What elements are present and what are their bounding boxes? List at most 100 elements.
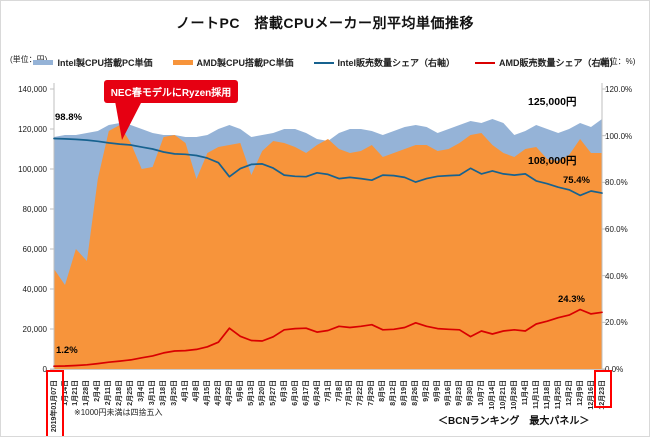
x-axis-label-text: 6月10日	[291, 380, 299, 406]
x-axis-label-text: 7月8日	[335, 380, 343, 402]
x-axis-label-text: 8月12日	[390, 380, 398, 406]
x-axis-label: 7月1日	[324, 373, 334, 436]
legend-item: Intel販売数量シェア（右軸）	[313, 56, 455, 69]
x-axis-label-text: 10月14日	[488, 380, 496, 410]
x-axis-label: 1月28日	[82, 373, 92, 436]
y-right-tick-label: 40.0%	[605, 272, 628, 281]
x-axis-label: 2月11日	[104, 373, 114, 436]
x-axis-label: 4月15日	[203, 373, 213, 436]
x-axis-label-text: 9月30日	[467, 380, 474, 406]
x-axis-label-text: 11月25日	[554, 380, 562, 410]
x-axis-label-text: 10月28日	[510, 380, 518, 410]
x-axis-label: 7月8日	[335, 373, 345, 436]
x-axis-label: 5月20日	[258, 373, 268, 436]
y-right-tick-label: 120.0%	[605, 85, 633, 94]
x-axis-label-text: 11月4日	[521, 380, 529, 406]
x-axis-label-text: 10月7日	[477, 380, 485, 406]
x-axis-label: 6月10日	[291, 373, 301, 436]
annotation-amd-share-end: 24.3%	[558, 294, 585, 305]
legend-item: Intel製CPU搭載PC単価	[33, 56, 153, 69]
x-axis-label: 5月13日	[247, 373, 257, 436]
x-axis-label-text: 9月23日	[456, 380, 463, 406]
x-axis-label: 4月1日	[181, 373, 191, 436]
y-left-tick-label: 100,000	[18, 165, 47, 174]
x-axis-label: 9月23日	[455, 373, 465, 436]
y-left-tick-label: 120,000	[18, 125, 47, 134]
chart-title: ノートPC 搭載CPUメーカー別平均単価推移	[175, 15, 474, 31]
y-left-tick-label: 80,000	[22, 205, 47, 214]
x-axis-label-text: 2月4日	[94, 380, 102, 402]
x-axis-label: 10月21日	[499, 373, 509, 436]
legend-item: AMD製CPU搭載PC単価	[172, 56, 294, 69]
x-axis-label-text: 3月25日	[171, 380, 179, 406]
x-axis-label-text: 3月18日	[160, 380, 168, 406]
x-axis-label: 10月14日	[488, 373, 498, 436]
x-axis-label: 5月6日	[236, 373, 246, 436]
y-left-tick-label: 40,000	[22, 285, 47, 294]
x-axis-label: 7月22日	[356, 373, 366, 436]
x-axis-label-text: 9月9日	[434, 380, 442, 402]
x-axis-label-text: 6月3日	[280, 380, 288, 402]
x-axis-label-text: 5月27日	[269, 380, 277, 406]
x-axis-label: 5月27日	[269, 373, 279, 436]
x-axis-label-text: 7月29日	[368, 380, 376, 406]
x-axis-label-text: 11月11日	[532, 380, 540, 409]
x-axis-label: 3月18日	[159, 373, 169, 436]
legend-item: AMD販売数量シェア（右軸）	[475, 56, 619, 69]
x-axis-label-text: 8月26日	[412, 380, 420, 406]
y-left-tick-label: 20,000	[22, 325, 47, 334]
highlight-box-last-date	[594, 370, 612, 408]
annotation-amd-price-end: 108,000円	[528, 155, 577, 167]
x-axis-label-text: 10月21日	[499, 380, 507, 410]
x-axis-label: 9月2日	[422, 373, 432, 436]
x-axis-label-text: 5月6日	[236, 380, 244, 402]
x-axis-label-text: 7月1日	[324, 380, 332, 402]
source-bcn-ranking: ＜BCNランキング 最大パネル＞	[438, 416, 590, 427]
legend-swatch-line	[475, 61, 496, 64]
legend-swatch-line	[313, 61, 334, 64]
x-axis-label-text: 3月11日	[149, 380, 157, 406]
highlight-box-first-date	[46, 370, 64, 436]
x-axis-label-text: 5月13日	[247, 380, 255, 406]
y-right-tick-label: 60.0%	[605, 225, 628, 234]
x-axis-label: 3月11日	[148, 373, 158, 436]
left-axis-unit-label: (単位：円)	[10, 55, 48, 64]
x-axis-label-text: 4月8日	[193, 380, 200, 402]
x-axis-label: 7月15日	[345, 373, 355, 436]
x-axis-label-text: 7月15日	[346, 380, 354, 406]
x-axis-label-text: 7月22日	[357, 380, 365, 406]
x-axis-label: 4月8日	[192, 373, 202, 436]
x-axis-label-text: 9月2日	[423, 380, 431, 402]
x-axis-label: 9月9日	[433, 373, 443, 436]
intel-share-line	[53, 137, 603, 197]
x-axis-label-text: 4月29日	[225, 380, 233, 406]
x-axis-label: 9月30日	[466, 373, 476, 436]
x-axis-label: 8月19日	[400, 373, 410, 436]
annotation-intel-share-end: 75.4%	[563, 175, 590, 186]
amd-share-line	[53, 308, 603, 368]
annotation-intel-share-start: 98.8%	[55, 112, 82, 123]
legend-label: AMD製CPU搭載PC単価	[196, 58, 294, 68]
x-axis-label-text: 2月25日	[127, 380, 135, 406]
x-axis-label-text: 1月21日	[72, 380, 80, 406]
x-axis-label: 6月3日	[280, 373, 290, 436]
y-left-tick-label: 0	[42, 365, 47, 374]
y-right-tick-label: 80.0%	[605, 178, 628, 187]
x-axis-label-text: 3月4日	[138, 380, 146, 402]
callout-pointer	[115, 101, 142, 140]
x-axis-label: 12月2日	[565, 373, 575, 436]
x-axis-label: 8月12日	[389, 373, 399, 436]
x-axis-label: 4月22日	[214, 373, 224, 436]
legend: Intel製CPU搭載PC単価 AMD製CPU搭載PC単価 Intel販売数量シェア…	[33, 56, 619, 69]
x-axis-label-text: 8月5日	[379, 380, 387, 402]
x-axis-label-text: 12月2日	[565, 380, 573, 406]
callout-ryzen-text: NEC春モデルにRyzen採用	[110, 88, 232, 99]
x-axis-label: 4月29日	[225, 373, 235, 436]
x-axis-label: 8月26日	[411, 373, 421, 436]
x-axis-label: 1月21日	[71, 373, 81, 436]
x-axis-label: 12月9日	[576, 373, 586, 436]
x-axis-label-text: 8月19日	[401, 380, 409, 406]
footnote-rounding: ※1000円未満は四捨五入	[74, 408, 163, 417]
